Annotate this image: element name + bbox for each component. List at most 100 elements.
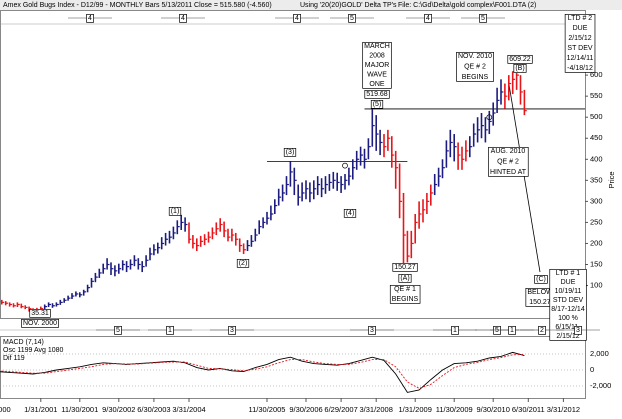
y-tick-label: 300 <box>590 196 603 205</box>
label-box <box>29 308 51 318</box>
label-box <box>513 63 527 73</box>
label-box <box>168 206 182 216</box>
x-tick-label: 1/31/2000 <box>0 405 11 414</box>
label-box <box>236 258 250 268</box>
annotation: BEGINS <box>392 296 419 303</box>
label-box <box>166 325 174 335</box>
annotation: (2) <box>239 260 248 267</box>
label-box <box>392 262 418 272</box>
annotation: DUE <box>561 279 576 286</box>
label-box <box>507 54 533 64</box>
macd-line <box>0 353 525 389</box>
label-box <box>493 325 501 335</box>
value-label: 519.68 <box>366 91 388 98</box>
annotation: ST DEV <box>567 45 592 52</box>
annotation: (5) <box>373 101 382 108</box>
annotation: AUG. 2010 <box>491 148 526 155</box>
header-bar <box>0 0 622 10</box>
label-box <box>362 41 392 89</box>
label-box <box>364 89 390 99</box>
annotation: (1) <box>171 208 180 215</box>
x-tick-label: 9/30/2002 <box>102 405 135 414</box>
annotation: STD DEV <box>553 297 584 304</box>
value-label: 609.22 <box>509 56 531 63</box>
label-box <box>389 284 421 304</box>
y-tick-label: 2,000 <box>590 349 609 358</box>
x-tick-label: 11/30/2001 <box>61 405 98 414</box>
wave-count: 2 <box>540 327 544 334</box>
label-box <box>564 13 596 73</box>
label-box <box>368 325 376 335</box>
y-tick-label: 550 <box>590 91 603 100</box>
label-box <box>488 146 529 177</box>
x-tick-label: 6/30/2003 <box>137 405 170 414</box>
annotation: (C) <box>536 276 546 283</box>
y-tick-label: 350 <box>590 175 603 184</box>
marker <box>342 162 348 169</box>
label-box <box>479 13 487 23</box>
label-box <box>456 51 494 82</box>
wave-count: 3 <box>370 327 374 334</box>
label-box <box>508 325 516 335</box>
wave-count: 1 <box>168 327 172 334</box>
y-tick-label: 150 <box>590 259 603 268</box>
annotation: (4) <box>346 210 355 217</box>
wave-count: 5 <box>116 327 120 334</box>
header-title: Amex Gold Bugs Index - D12/99 - MONTHLY … <box>3 2 272 9</box>
y-tick-label: 100 <box>590 281 603 290</box>
label-box <box>293 13 301 23</box>
value-label: 35.31 <box>31 310 49 317</box>
annotation: 2/15/12 <box>568 35 591 42</box>
x-tick-label: 6/29/2007 <box>324 405 357 414</box>
wave-count: 5 <box>495 327 499 334</box>
marker <box>486 114 493 121</box>
x-tick-label: 11/30/2009 <box>436 405 473 414</box>
wave-count: 1 <box>453 327 457 334</box>
label-box <box>398 273 412 283</box>
wave-count: 4 <box>295 15 299 22</box>
annotation: LTD # 2 <box>568 15 592 22</box>
x-tick-label: 3/31/2008 <box>360 405 393 414</box>
macd-legend: Osc 1199 Avg 1080 <box>3 347 64 354</box>
label-box <box>228 325 236 335</box>
annotation: BEGINS <box>462 74 489 81</box>
wave-count: 5 <box>350 15 354 22</box>
annotation: 8/17-12/14 <box>551 306 585 313</box>
y-tick-label: -2,000 <box>590 381 611 390</box>
x-tick-label: 1/31/2009 <box>399 405 432 414</box>
wave-count: 4 <box>181 15 185 22</box>
label-box <box>179 13 187 23</box>
annotation: NOV. 2010 <box>458 53 492 60</box>
y-tick-label: 600 <box>590 70 603 79</box>
macd-legend: Dif 119 <box>3 355 25 362</box>
wave-count: 4 <box>88 15 92 22</box>
price-panel <box>0 10 586 319</box>
label-box <box>86 13 94 23</box>
annotation: 2008 <box>369 52 385 59</box>
annotation: WAVE <box>367 71 387 78</box>
annotation: (3) <box>286 149 295 156</box>
annotation: QE # 2 <box>497 158 519 165</box>
annotation: HINTED AT <box>490 169 527 176</box>
y-tick-label: 0 <box>590 365 594 374</box>
annotation: ONE <box>369 81 385 88</box>
annotation: 100 % <box>558 315 578 322</box>
annotation: QE # 1 <box>394 286 416 293</box>
label-box <box>283 147 297 157</box>
annotation: MAJOR <box>365 62 390 69</box>
label-box <box>343 208 357 218</box>
annotation: QE # 2 <box>464 63 486 70</box>
annotation: BELOW <box>527 289 553 296</box>
y-tick-label: 450 <box>590 133 603 142</box>
annotation: 2/15/12 <box>556 333 579 340</box>
label-box <box>538 325 546 335</box>
projection-line <box>508 83 541 273</box>
y-tick-label: 500 <box>590 112 603 121</box>
x-tick-label: 11/30/2005 <box>249 405 286 414</box>
y-tick-label: 250 <box>590 217 603 226</box>
wave-count: 4 <box>426 15 430 22</box>
x-tick-label: 1/31/2001 <box>24 405 57 414</box>
x-tick-label: 9/30/2006 <box>289 405 322 414</box>
label-box <box>21 318 59 328</box>
